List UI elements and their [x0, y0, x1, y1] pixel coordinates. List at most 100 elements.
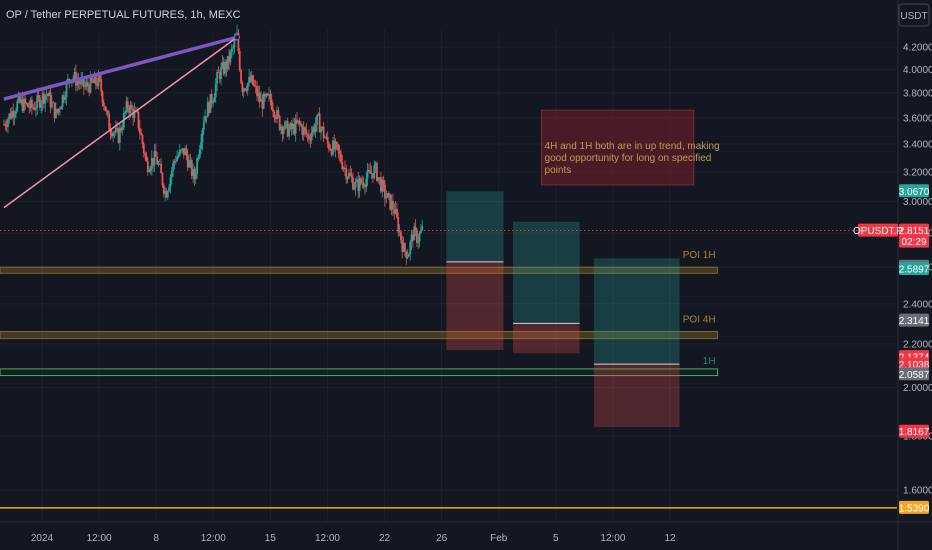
candle-body [116, 127, 119, 129]
candle-body [284, 121, 286, 130]
candle-body [154, 151, 157, 157]
price-badge-label: 2.1038 [899, 360, 930, 371]
candle-body [168, 186, 171, 192]
candle-body [274, 117, 277, 120]
candle-body [3, 124, 5, 125]
candle-body [73, 71, 76, 79]
candle-body [101, 91, 104, 103]
candle-body [5, 126, 8, 128]
candle-body [384, 184, 386, 199]
candle-body [213, 97, 216, 102]
zone-label: POI 4H [683, 314, 716, 325]
zones: POI 1H POI 4H 1H [0, 250, 897, 509]
candle-body [104, 106, 107, 111]
candle-body [176, 156, 179, 162]
candle-body [46, 93, 49, 97]
candle-body [242, 88, 245, 92]
candle-body [412, 234, 414, 241]
candle-body [249, 76, 252, 82]
x-tick-label: 12:00 [600, 533, 625, 544]
candle-body [40, 103, 43, 108]
candle-body [102, 102, 105, 107]
x-tick-label: 22 [379, 533, 391, 544]
candle-body [9, 113, 12, 119]
candle-body [264, 93, 266, 97]
note-box [541, 109, 695, 186]
candle-body [41, 93, 44, 104]
candle-body [400, 231, 402, 241]
currency-button[interactable]: USDT [898, 3, 930, 27]
candle-body [133, 110, 136, 119]
candle-body [414, 226, 417, 231]
trendline-anchor [233, 34, 241, 41]
candle-body [37, 95, 40, 98]
candle-body [21, 99, 24, 112]
candle-body [385, 197, 388, 199]
candle-body [160, 163, 163, 174]
candle-body [285, 121, 288, 122]
candle-body [318, 113, 321, 133]
candle-body [85, 82, 88, 86]
note: 4H and 1H both are in up trend, making go… [541, 109, 720, 186]
candle-body [54, 109, 57, 118]
candle-body [372, 173, 374, 179]
candle-body [205, 116, 208, 118]
candle-body [208, 102, 210, 113]
candle-body [312, 127, 314, 134]
candle-body [393, 209, 396, 214]
candle-body [222, 62, 225, 74]
candle-body [36, 95, 39, 108]
candle-body [394, 208, 397, 214]
candle-body [31, 99, 33, 108]
candle-body [365, 178, 368, 188]
candle-body [214, 83, 217, 98]
y-tick-label: 3.6000 [903, 113, 932, 124]
price-badge-label: 1.5390 [899, 503, 930, 514]
candle-body [406, 256, 409, 259]
candle-body [138, 128, 141, 133]
candle-body [350, 175, 353, 178]
candle-body [156, 156, 159, 165]
candle-body [277, 110, 280, 116]
candle-body [376, 163, 378, 181]
candle-body [16, 101, 19, 112]
candle-body [198, 149, 201, 158]
candle-body [185, 148, 188, 156]
candle-body [306, 134, 309, 136]
candle-body [361, 182, 364, 184]
x-tick-label: 26 [436, 533, 448, 544]
candle-body [126, 101, 129, 109]
candle-body [212, 101, 214, 104]
candle-body [346, 177, 349, 180]
candle-body [50, 102, 53, 108]
candle-body [397, 217, 400, 233]
candle-body [286, 121, 289, 137]
candle-body [265, 93, 268, 97]
candle-body [189, 160, 192, 161]
candle-body [164, 191, 167, 194]
candle-body [62, 95, 65, 100]
candle-body [140, 132, 143, 136]
candle-body [105, 110, 108, 112]
candle-body [309, 139, 312, 141]
candle-body [220, 67, 222, 80]
candle-body [278, 115, 281, 130]
chart-title: OP / Tether PERPETUAL FUTURES, 1h, MEXC [6, 9, 241, 21]
candle-body [43, 93, 45, 104]
candle-body [23, 98, 25, 112]
candle-body [282, 129, 285, 134]
countdown-label: 02:29 [901, 237, 926, 248]
candle-body [390, 200, 393, 210]
candle-body [398, 231, 401, 233]
price-badge-label: 3.0670 [899, 187, 930, 198]
candle-body [177, 155, 180, 157]
candle-body [12, 111, 15, 118]
candle-body [362, 182, 365, 187]
x-tick-label: 15 [265, 533, 277, 544]
thin-line [3, 36, 238, 209]
candle-body [65, 82, 68, 98]
candle-body [114, 127, 117, 133]
candle-body [86, 82, 89, 87]
